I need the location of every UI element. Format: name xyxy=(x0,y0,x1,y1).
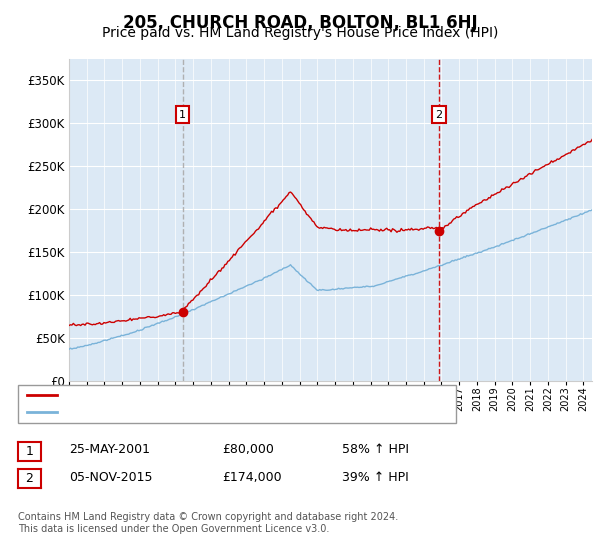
Text: £174,000: £174,000 xyxy=(222,470,281,484)
Text: 1: 1 xyxy=(25,445,34,458)
Text: 205, CHURCH ROAD, BOLTON, BL1 6HJ (semi-detached house): 205, CHURCH ROAD, BOLTON, BL1 6HJ (semi-… xyxy=(63,390,409,400)
Text: 205, CHURCH ROAD, BOLTON, BL1 6HJ: 205, CHURCH ROAD, BOLTON, BL1 6HJ xyxy=(122,14,478,32)
Text: HPI: Average price, semi-detached house, Bolton: HPI: Average price, semi-detached house,… xyxy=(63,407,336,417)
Text: 58% ↑ HPI: 58% ↑ HPI xyxy=(342,443,409,456)
Text: Contains HM Land Registry data © Crown copyright and database right 2024.
This d: Contains HM Land Registry data © Crown c… xyxy=(18,512,398,534)
Text: Price paid vs. HM Land Registry's House Price Index (HPI): Price paid vs. HM Land Registry's House … xyxy=(102,26,498,40)
Text: 05-NOV-2015: 05-NOV-2015 xyxy=(69,470,152,484)
Text: £80,000: £80,000 xyxy=(222,443,274,456)
Text: 2: 2 xyxy=(25,472,34,486)
Text: 2: 2 xyxy=(435,110,442,120)
Text: 39% ↑ HPI: 39% ↑ HPI xyxy=(342,470,409,484)
Text: 25-MAY-2001: 25-MAY-2001 xyxy=(69,443,150,456)
Text: 1: 1 xyxy=(179,110,186,120)
